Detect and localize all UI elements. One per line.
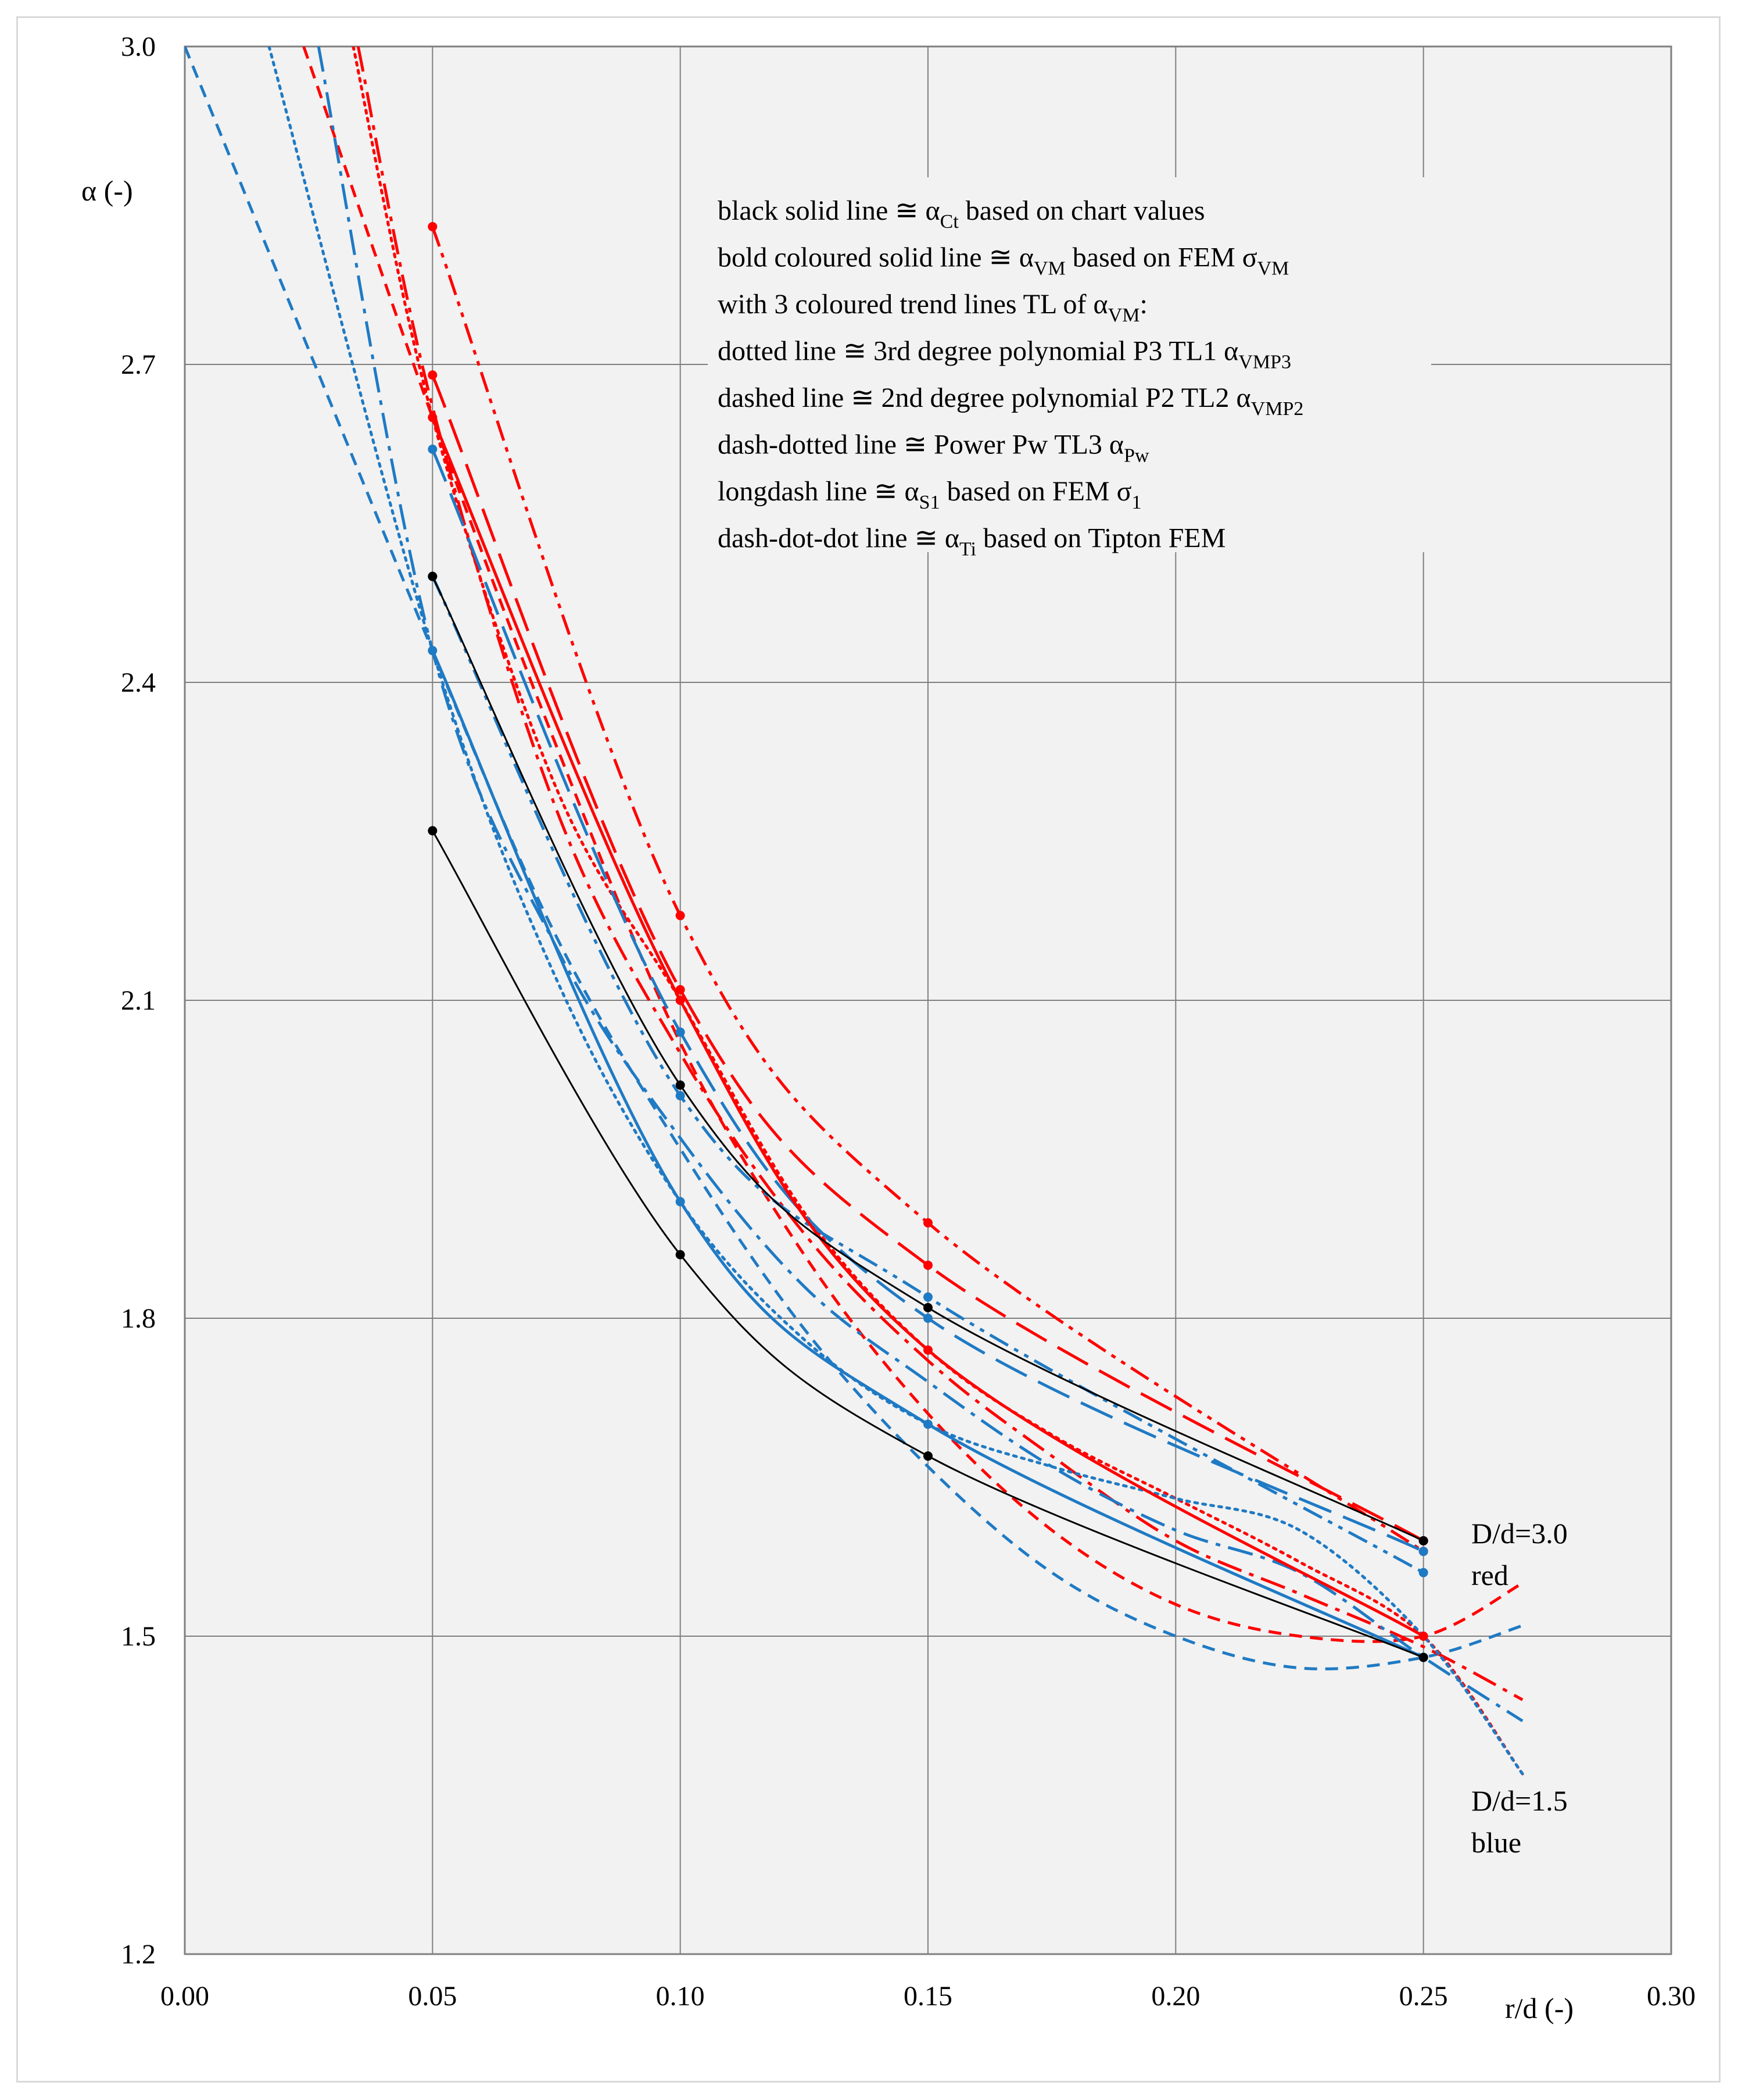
data-point — [1418, 1652, 1428, 1662]
annotation-color-label: blue — [1471, 1826, 1521, 1859]
legend-line: dash-dot-dot line ≅ αTi based on Tipton … — [718, 523, 1225, 560]
x-tick-label: 0.10 — [656, 1981, 705, 2012]
series-line-3 — [431, 650, 1424, 1659]
data-point — [428, 370, 438, 380]
series-layer — [185, 46, 1524, 1776]
annotation-label: D/d=3.0 — [1471, 1517, 1568, 1550]
y-tick-label: 2.4 — [121, 667, 156, 698]
legend-text: dash-dot-dot line ≅ α — [718, 523, 959, 554]
series-line-10 — [302, 46, 1524, 1643]
data-point — [1418, 1536, 1428, 1546]
series-line-0 — [431, 576, 1424, 1542]
data-point — [1418, 1568, 1428, 1577]
series-line-7 — [431, 575, 1424, 1574]
data-point — [923, 1314, 933, 1323]
data-point — [675, 996, 685, 1005]
y-tick-label: 1.5 — [121, 1621, 156, 1652]
y-tick-label: 1.2 — [121, 1939, 156, 1970]
legend-subscript: VM — [1034, 258, 1066, 280]
legend-subscript: Ct — [940, 211, 959, 232]
axes: 0.00 0.05 0.10 0.15 0.20 0.25 0.30 1.2 1.5 1.8 2.1… — [81, 31, 1696, 2024]
series-line-12 — [356, 46, 1524, 1701]
x-axis-label: r/d (-) — [1505, 1992, 1574, 2024]
legend-text: black solid line ≅ α — [718, 195, 940, 226]
annotation-label: D/d=1.5 — [1471, 1784, 1568, 1817]
x-tick-label: 0.30 — [1647, 1981, 1696, 2012]
legend-text: bold coloured solid line ≅ α — [718, 242, 1034, 273]
series-line-2 — [431, 417, 1424, 1638]
legend-text: dash-dotted line ≅ Power Pw TL3 α — [718, 430, 1124, 460]
data-point — [923, 1345, 933, 1355]
legend-subscript-2: 1 — [1131, 492, 1141, 513]
data-point — [923, 1218, 933, 1228]
data-point — [923, 1451, 933, 1461]
series-line-6 — [431, 226, 1425, 1553]
y-tick-label: 3.0 — [121, 31, 156, 62]
data-point — [428, 571, 438, 581]
legend-line: dash-dotted line ≅ Power Pw TL3 αPw — [718, 430, 1149, 467]
legend-subscript: VMP3 — [1238, 352, 1291, 373]
data-point — [923, 1419, 933, 1429]
legend-text-after: based on chart values — [959, 195, 1205, 226]
legend-text-after: based on Tipton FEM — [976, 523, 1225, 554]
series-line-4 — [431, 374, 1424, 1543]
y-tick-label: 2.7 — [121, 349, 156, 380]
legend-line: with 3 coloured trend lines TL of αVM: — [718, 289, 1148, 326]
legend: black solid line ≅ αCt based on chart va… — [708, 177, 1431, 560]
series-line-5 — [431, 448, 1424, 1553]
data-point — [675, 1091, 685, 1101]
data-point — [923, 1260, 933, 1270]
data-point — [428, 413, 438, 423]
legend-box — [708, 177, 1431, 552]
data-point — [675, 911, 685, 921]
data-point — [1418, 1632, 1428, 1641]
legend-line: dashed line ≅ 2nd degree polynomial P2 T… — [718, 382, 1303, 420]
legend-subscript: VM — [1108, 305, 1140, 326]
y-axis-label: α (-) — [81, 174, 133, 207]
x-tick-label: 0.00 — [160, 1981, 209, 2012]
data-point — [675, 985, 685, 994]
y-tick-label: 1.8 — [121, 1303, 156, 1334]
legend-text: longdash line ≅ α — [718, 476, 919, 507]
legend-line: black solid line ≅ αCt based on chart va… — [718, 195, 1205, 232]
legend-text-after: : — [1139, 289, 1147, 320]
annotation-color-label: red — [1471, 1559, 1508, 1591]
data-point — [923, 1292, 933, 1302]
data-point — [675, 1197, 685, 1207]
series-line-8 — [352, 46, 1524, 1776]
data-point — [675, 1080, 685, 1090]
legend-subscript: VMP2 — [1251, 398, 1304, 420]
legend-text: dotted line ≅ 3rd degree polynomial P3 T… — [718, 336, 1238, 367]
y-tick-label: 2.1 — [121, 985, 156, 1016]
annotations: D/d=3.0 red D/d=1.5 blue — [1471, 1517, 1568, 1859]
legend-text: dashed line ≅ 2nd degree polynomial P2 T… — [718, 382, 1251, 413]
x-tick-label: 0.15 — [904, 1981, 952, 2012]
legend-text-after: based on FEM σ — [1066, 242, 1257, 273]
legend-line: dotted line ≅ 3rd degree polynomial P3 T… — [718, 336, 1291, 373]
legend-text-after: based on FEM σ — [940, 476, 1132, 507]
data-point — [675, 1250, 685, 1260]
legend-line: longdash line ≅ αS1 based on FEM σ1 — [718, 476, 1141, 513]
data-point — [428, 221, 438, 231]
data-point — [675, 1027, 685, 1037]
legend-subscript: Pw — [1124, 445, 1149, 467]
legend-subscript-2: VM — [1257, 258, 1289, 280]
x-tick-label: 0.05 — [408, 1981, 457, 2012]
x-tick-label: 0.20 — [1151, 1981, 1200, 2012]
legend-text: with 3 coloured trend lines TL of α — [718, 289, 1108, 320]
legend-subscript: Ti — [959, 539, 976, 560]
data-point — [923, 1303, 933, 1312]
legend-subscript: S1 — [919, 492, 940, 513]
legend-line: bold coloured solid line ≅ αVM based on … — [718, 242, 1289, 280]
data-point — [428, 826, 438, 836]
series-line-1 — [432, 830, 1424, 1658]
x-tick-label: 0.25 — [1399, 1981, 1448, 2012]
data-point — [428, 444, 438, 454]
data-point — [1418, 1547, 1428, 1557]
data-point — [428, 646, 438, 656]
